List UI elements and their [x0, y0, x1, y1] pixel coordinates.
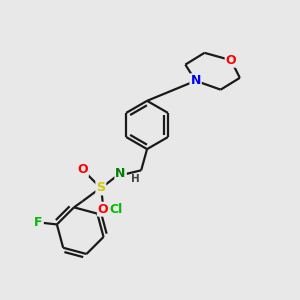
- Text: H: H: [131, 174, 140, 184]
- Text: N: N: [190, 74, 201, 87]
- Text: N: N: [116, 167, 126, 180]
- Text: Cl: Cl: [109, 203, 122, 216]
- Text: O: O: [77, 163, 88, 176]
- Text: F: F: [34, 217, 43, 230]
- Text: O: O: [98, 203, 109, 216]
- Text: S: S: [96, 182, 105, 194]
- Text: O: O: [226, 54, 236, 67]
